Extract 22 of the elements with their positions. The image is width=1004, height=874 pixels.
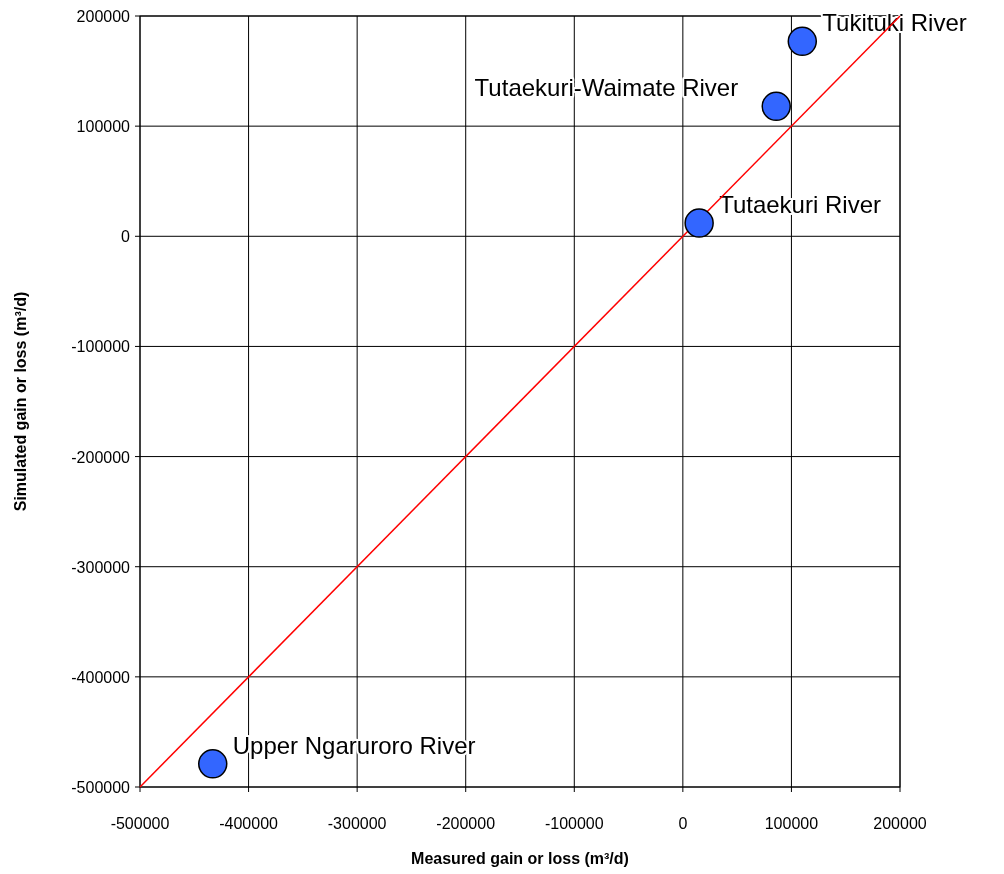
y-tick-label: 200000 (76, 8, 131, 25)
point (787, 26, 818, 57)
point (761, 91, 791, 122)
point (197, 749, 228, 779)
x-tick-label: 200000 (873, 815, 927, 832)
point (684, 208, 714, 238)
x-tick-label: 100000 (764, 815, 819, 832)
x-tick-label: -300000 (327, 815, 387, 832)
y-tick-label: 100000 (76, 118, 131, 136)
y-tick-label: -400000 (71, 668, 131, 686)
x-tick-label: -100000 (544, 815, 604, 832)
y-tick-label: -300000 (71, 558, 131, 576)
x-axis-title: Measured gain or loss (m³/d) (411, 850, 629, 867)
y-tick-label: -500000 (71, 779, 131, 796)
x-tick-label: -500000 (110, 815, 170, 832)
x-tick-label: -200000 (436, 815, 496, 832)
y-tick-label: -100000 (71, 338, 131, 356)
y-axis-title: Simulated gain or loss (m³/d) (12, 291, 29, 512)
y-tick-label: 0 (121, 228, 131, 246)
y-tick-label: -200000 (71, 448, 131, 466)
x-tick-label: -400000 (219, 815, 279, 832)
x-tick-label: 0 (678, 815, 688, 832)
